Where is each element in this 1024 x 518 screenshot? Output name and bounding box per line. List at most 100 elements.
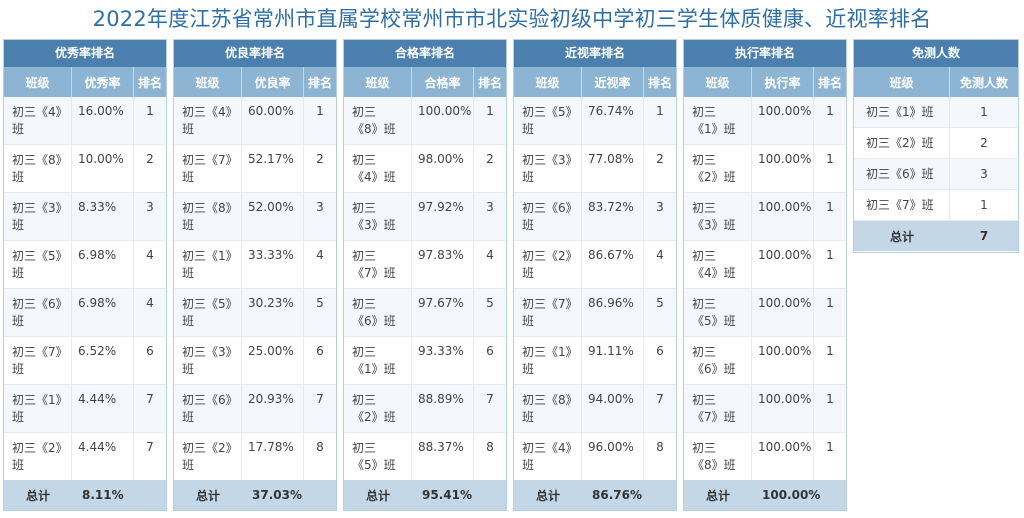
class-name-line2: 班 xyxy=(182,458,195,472)
class-name-line2: 《4》班 xyxy=(352,170,396,184)
class-name-line2: 班 xyxy=(182,410,195,424)
rank-value: 1 xyxy=(826,344,834,358)
rank-value: 2 xyxy=(486,152,494,166)
rate-value: 97.67% xyxy=(412,289,474,336)
class-name-line2: 《7》班 xyxy=(352,266,396,280)
exempt-count-value: 3 xyxy=(980,167,988,181)
class-name-cell: 初三《7》班 xyxy=(514,289,582,336)
rank-value: 2 xyxy=(316,152,324,166)
class-name-line2: 班 xyxy=(12,458,25,472)
rate-value: 86.67% xyxy=(582,241,644,288)
class-name-line1: 初三《3》 xyxy=(182,345,238,359)
total-value: 7 xyxy=(979,229,989,243)
class-name-cell: 初三《6》班 xyxy=(174,385,242,432)
class-name-cell: 初三《1》班 xyxy=(514,337,582,384)
rate-value: 60.00% xyxy=(242,97,304,144)
table-row: 初三《3》班 77.08% 2 xyxy=(514,145,676,193)
panel-pass-rate: 合格率排名 班级 合格率 排名 初三 《8》班 100.00% 1 初三 《4》班 98.00% 2 初… xyxy=(343,39,507,511)
panel-header: 执行率排名 xyxy=(684,40,846,67)
rank-value: 1 xyxy=(826,392,834,406)
rate-value: 76.74% xyxy=(582,97,644,144)
rate-value: 6.98% xyxy=(72,289,134,336)
rate-value: 100.00% xyxy=(752,433,814,480)
rate-value: 83.72% xyxy=(582,193,644,240)
column-header-value: 执行率 xyxy=(752,67,814,97)
table-row: 初三 《7》班 97.83% 4 xyxy=(344,241,506,289)
class-name-cell: 初三《3》班 xyxy=(684,193,752,240)
class-name-line1: 初三《2》 xyxy=(182,441,238,455)
class-name-cell: 初三《2》班 xyxy=(684,145,752,192)
class-name-line1: 初三《4》 xyxy=(12,105,68,119)
table-row: 初三 《3》班 97.92% 3 xyxy=(344,193,506,241)
table-row: 初三《8》班 52.00% 3 xyxy=(174,193,336,241)
exempt-count-value: 1 xyxy=(980,198,988,212)
rank-value: 7 xyxy=(316,392,324,406)
class-name-line1: 初三 xyxy=(352,153,377,167)
class-name-line1: 初三 xyxy=(352,393,377,407)
column-header-rank: 排名 xyxy=(817,75,842,90)
table-row: 初三《6》班 20.93% 7 xyxy=(174,385,336,433)
column-header-value: 合格率 xyxy=(412,67,474,97)
class-name-cell: 初三《3》班 xyxy=(514,145,582,192)
column-header-row: 班级 优秀率 排名 xyxy=(4,67,166,97)
class-name-line2: 班 xyxy=(12,170,25,184)
table-row: 初三《3》班 8.33% 3 xyxy=(4,193,166,241)
total-row: 总计 100.00% xyxy=(684,480,846,510)
table-row: 初三《7》班 52.17% 2 xyxy=(174,145,336,193)
rank-value: 1 xyxy=(826,248,834,262)
class-name-line1: 初三《6》 xyxy=(522,201,578,215)
total-value: 95.41% xyxy=(422,488,472,502)
class-name-cell: 初三《3》班 xyxy=(174,337,242,384)
table-row: 初三 《2》班 88.89% 7 xyxy=(344,385,506,433)
rank-value: 4 xyxy=(316,248,324,262)
table-row: 初三《7》班 1 xyxy=(854,190,1018,221)
table-row: 初三《5》班 30.23% 5 xyxy=(174,289,336,337)
rate-value: 100.00% xyxy=(752,193,814,240)
class-name-cell: 初三《2》班 xyxy=(4,433,72,480)
column-header-row: 班级 免测人数 xyxy=(854,67,1018,97)
total-row: 总计 37.03% xyxy=(174,480,336,510)
class-name-cell: 初三《1》班 xyxy=(854,97,950,127)
class-name-line2: 班 xyxy=(522,122,535,136)
table-row: 初三《2》班 2 xyxy=(854,128,1018,159)
class-name-line1: 初三 xyxy=(352,249,377,263)
table-row: 初三《8》班 10.00% 2 xyxy=(4,145,166,193)
table-row: 初三《6》班 3 xyxy=(854,159,1018,190)
column-header-value: 近视率 xyxy=(582,67,644,97)
rate-value: 93.33% xyxy=(412,337,474,384)
class-name-line1: 初三《5》 xyxy=(12,249,68,263)
rate-value: 100.00% xyxy=(752,145,814,192)
class-name-line2: 班 xyxy=(522,314,535,328)
table-row: 初三《3》班 25.00% 6 xyxy=(174,337,336,385)
rank-value: 4 xyxy=(486,248,494,262)
class-name-line2: 班 xyxy=(182,122,195,136)
table-row: 初三《1》班 4.44% 7 xyxy=(4,385,166,433)
class-name-line2: 《1》班 xyxy=(352,362,396,376)
class-name-line2: 《5》班 xyxy=(352,458,396,472)
class-name-line2: 班 xyxy=(182,266,195,280)
rate-value: 96.00% xyxy=(582,433,644,480)
class-name-line2: 班 xyxy=(522,170,535,184)
rank-value: 4 xyxy=(656,248,664,262)
class-name-line1: 初三 xyxy=(692,345,717,359)
class-name-line1: 初三《7》 xyxy=(182,153,238,167)
total-value: 86.76% xyxy=(592,488,642,502)
rank-value: 7 xyxy=(486,392,494,406)
rank-value: 5 xyxy=(486,296,494,310)
column-header-row: 班级 合格率 排名 xyxy=(344,67,506,97)
class-name-line2: 班 xyxy=(522,458,535,472)
class-name-line1: 初三《4》 xyxy=(522,441,578,455)
rank-value: 1 xyxy=(826,200,834,214)
class-name-line1: 初三 xyxy=(692,201,717,215)
total-label: 总计 xyxy=(889,229,914,244)
rate-value: 6.52% xyxy=(72,337,134,384)
table-row: 初三《1》班 33.33% 4 xyxy=(174,241,336,289)
table-row: 初三 《4》班 100.00% 1 xyxy=(684,241,846,289)
table-row: 初三 《7》班 100.00% 1 xyxy=(684,385,846,433)
table-row: 初三 《2》班 100.00% 1 xyxy=(684,145,846,193)
panel-header: 合格率排名 xyxy=(344,40,506,67)
rank-value: 1 xyxy=(656,104,664,118)
rank-value: 6 xyxy=(486,344,494,358)
class-name-cell: 初三《6》班 xyxy=(4,289,72,336)
rate-value: 97.92% xyxy=(412,193,474,240)
